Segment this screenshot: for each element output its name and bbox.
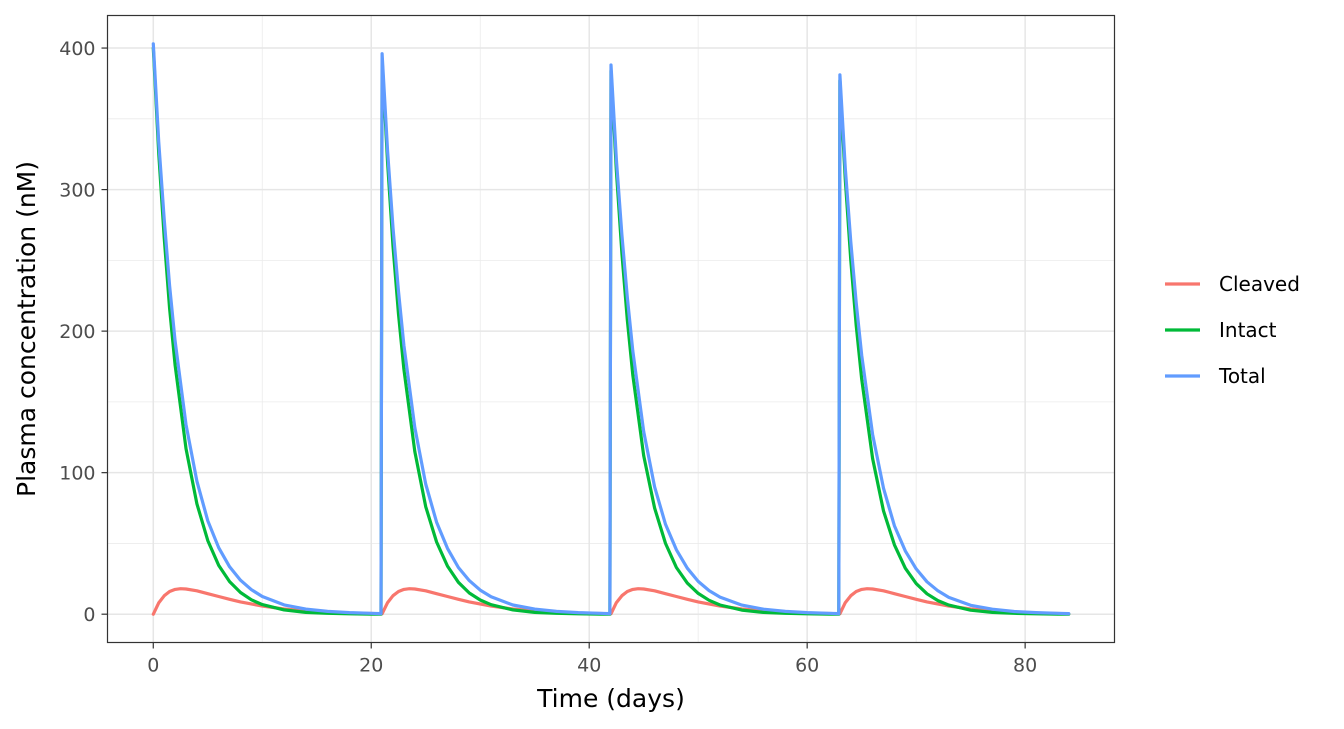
legend-label-intact: Intact xyxy=(1219,318,1277,342)
legend-label-total: Total xyxy=(1218,364,1266,388)
legend: Cleaved Intact Total xyxy=(1165,272,1300,388)
y-tick-label: 300 xyxy=(59,180,95,202)
y-tick-label: 400 xyxy=(59,38,95,60)
y-axis-title: Plasma concentration (nM) xyxy=(12,161,41,497)
series-line-total xyxy=(151,42,1071,616)
x-tick-label: 20 xyxy=(359,655,383,677)
x-axis-title: Time (days) xyxy=(536,684,685,713)
x-axis: 0 20 40 60 80 xyxy=(147,642,1037,677)
x-tick-label: 40 xyxy=(577,655,601,677)
y-tick-label: 0 xyxy=(83,604,95,626)
x-tick-label: 80 xyxy=(1013,655,1037,677)
y-axis: 0 100 200 300 400 xyxy=(59,38,108,626)
series-lines xyxy=(151,42,1071,616)
x-tick-label: 60 xyxy=(795,655,819,677)
legend-label-cleaved: Cleaved xyxy=(1219,272,1300,296)
panel-border xyxy=(106,14,1116,644)
y-tick-label: 200 xyxy=(59,321,95,343)
y-tick-label: 100 xyxy=(59,463,95,485)
x-tick-label: 0 xyxy=(147,655,159,677)
